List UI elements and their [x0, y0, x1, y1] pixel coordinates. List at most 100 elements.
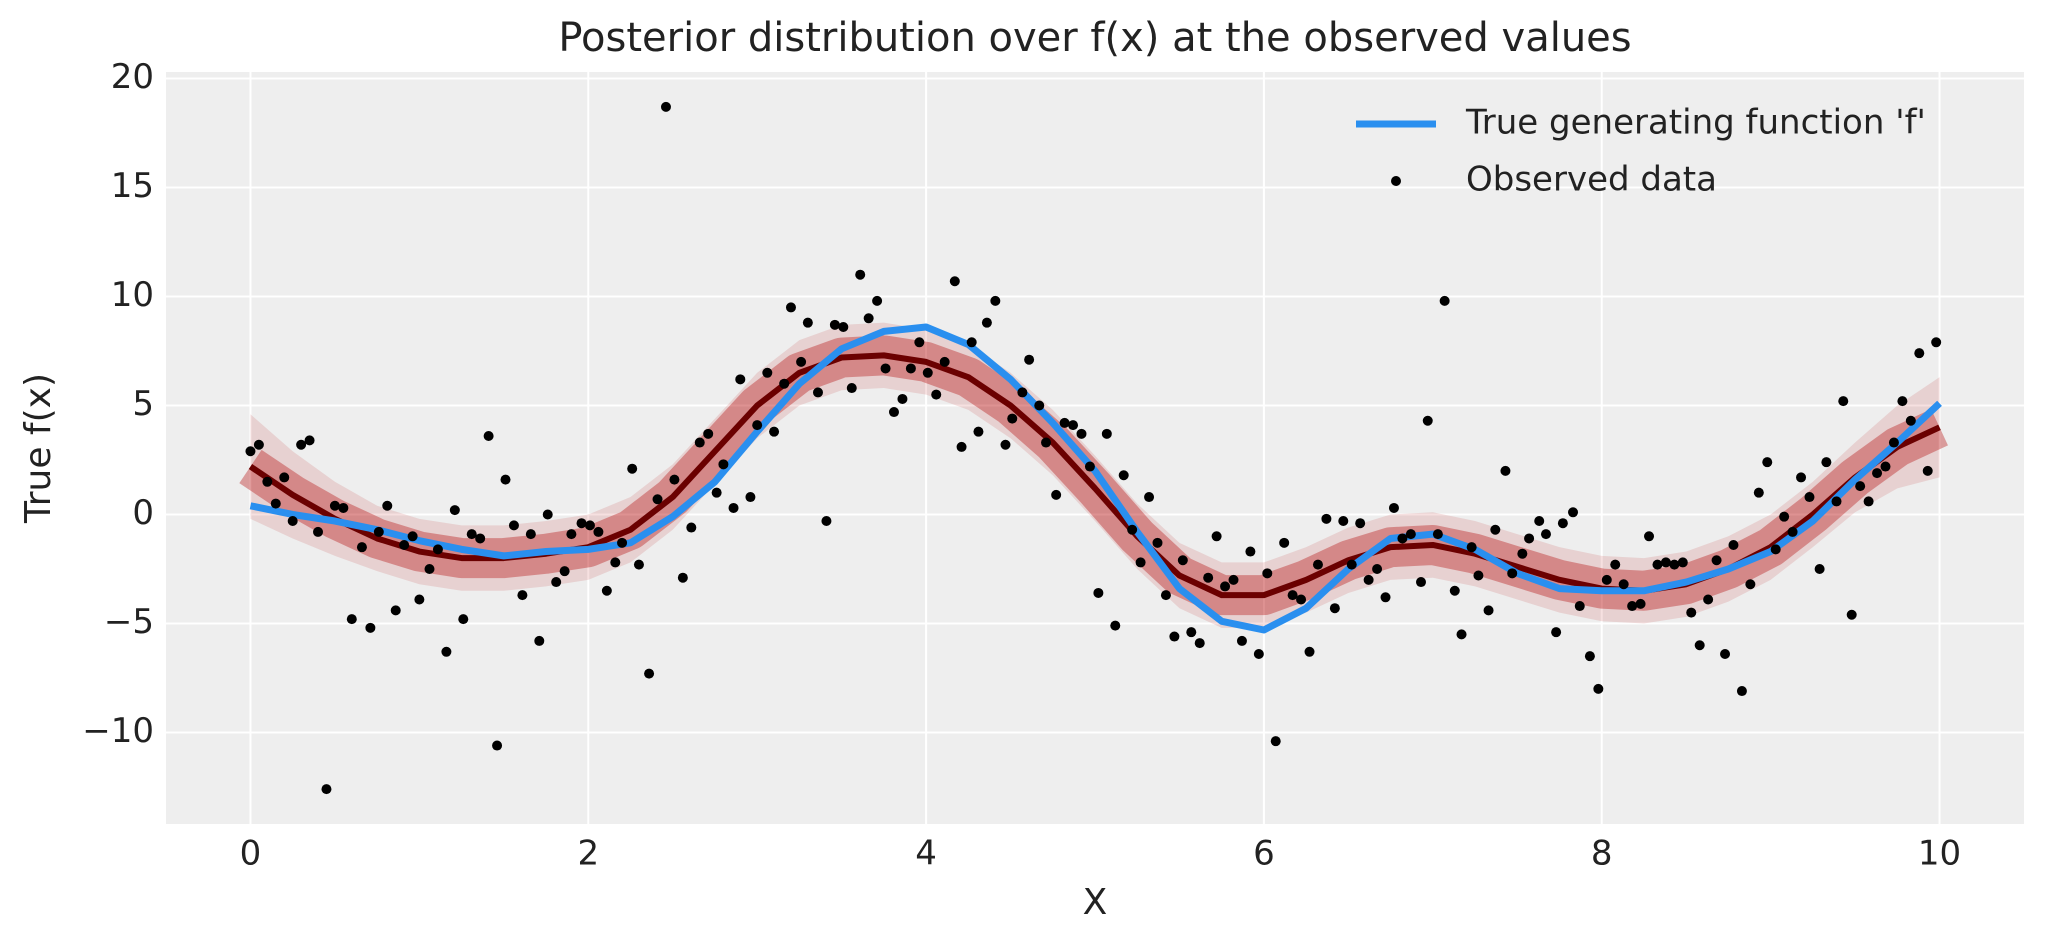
data-point: [1287, 590, 1298, 601]
data-point: [735, 374, 746, 385]
data-point: [846, 383, 857, 394]
data-point: [414, 594, 425, 605]
data-point: [296, 439, 307, 450]
data-point: [1177, 555, 1188, 566]
data-point: [1914, 348, 1925, 359]
data-point: [584, 520, 595, 531]
data-point: [329, 500, 340, 511]
data-point: [1686, 607, 1697, 618]
data-point: [390, 605, 401, 616]
data-point: [669, 474, 680, 485]
data-point: [1677, 557, 1688, 568]
chart-title: Posterior distribution over f(x) at the …: [558, 15, 1631, 61]
data-point: [245, 446, 256, 457]
data-point: [1312, 559, 1323, 570]
data-point: [1831, 496, 1842, 507]
y-tick-label: 15: [111, 166, 154, 206]
data-point: [551, 577, 562, 588]
data-point: [1007, 413, 1018, 424]
data-point: [838, 322, 849, 333]
data-point: [1897, 396, 1908, 407]
data-point: [1017, 387, 1028, 398]
data-point: [1660, 557, 1671, 568]
data-point: [576, 518, 587, 529]
data-point: [449, 505, 460, 516]
data-point: [880, 363, 891, 374]
data-point: [1024, 354, 1035, 365]
data-point: [981, 317, 992, 328]
data-point: [1557, 518, 1568, 529]
data-point: [644, 668, 655, 679]
data-point: [1804, 492, 1815, 503]
data-point: [466, 529, 477, 540]
data-point: [660, 101, 671, 112]
data-point: [1118, 470, 1129, 481]
data-point: [1540, 529, 1551, 540]
data-point: [888, 407, 899, 418]
x-tick-label: 2: [577, 834, 599, 874]
data-point: [745, 492, 756, 503]
data-point: [1160, 590, 1171, 601]
true-function-line: [249, 323, 1942, 634]
data-point: [525, 529, 536, 540]
data-point: [1814, 563, 1825, 574]
data-point: [1355, 518, 1366, 529]
data-point: [1245, 546, 1256, 557]
data-point: [973, 426, 984, 437]
data-point: [1000, 439, 1011, 450]
data-point: [1779, 511, 1790, 522]
legend-marker: [1391, 176, 1401, 186]
data-point: [1627, 601, 1638, 612]
data-point: [949, 276, 960, 287]
data-point: [610, 557, 621, 568]
y-tick-label: −5: [104, 602, 154, 642]
data-point: [779, 378, 790, 389]
data-point: [1329, 603, 1340, 614]
data-point: [785, 302, 796, 313]
data-point: [1127, 524, 1138, 535]
data-point: [313, 526, 324, 537]
data-point: [1568, 507, 1579, 518]
data-point: [1346, 559, 1357, 570]
data-point: [566, 529, 577, 540]
data-point: [483, 431, 494, 442]
data-point: [1422, 415, 1433, 426]
data-point: [769, 426, 780, 437]
data-point: [1439, 295, 1450, 306]
data-point: [1363, 574, 1374, 585]
data-point: [796, 356, 807, 367]
y-axis-label: True f(x): [18, 373, 59, 524]
data-point: [966, 337, 977, 348]
data-point: [617, 537, 628, 548]
x-tick-label: 8: [1591, 834, 1613, 874]
data-point: [559, 566, 570, 577]
y-tick-label: 0: [132, 493, 154, 533]
legend-label: True generating function 'f': [1465, 103, 1926, 143]
data-point: [1186, 627, 1197, 638]
data-point: [686, 522, 697, 533]
y-tick-label: 10: [111, 275, 154, 315]
data-point: [1846, 609, 1857, 620]
data-point: [1372, 563, 1383, 574]
data-point: [1644, 531, 1655, 542]
data-point: [1584, 651, 1595, 662]
data-point: [475, 533, 486, 544]
data-point: [872, 295, 883, 306]
data-point: [1534, 516, 1545, 527]
data-point: [1787, 526, 1798, 537]
data-point: [1059, 417, 1070, 428]
data-point: [517, 590, 528, 601]
data-point: [1753, 487, 1764, 498]
data-point: [1669, 559, 1680, 570]
data-point: [1093, 587, 1104, 598]
data-point: [1051, 489, 1062, 500]
data-point: [1574, 601, 1585, 612]
y-tick-label: 5: [132, 384, 154, 424]
data-point: [627, 463, 638, 474]
legend-label: Observed data: [1466, 160, 1717, 200]
x-tick-label: 4: [915, 834, 937, 874]
data-point: [593, 526, 604, 537]
data-point: [677, 572, 688, 583]
data-point: [1321, 513, 1332, 524]
